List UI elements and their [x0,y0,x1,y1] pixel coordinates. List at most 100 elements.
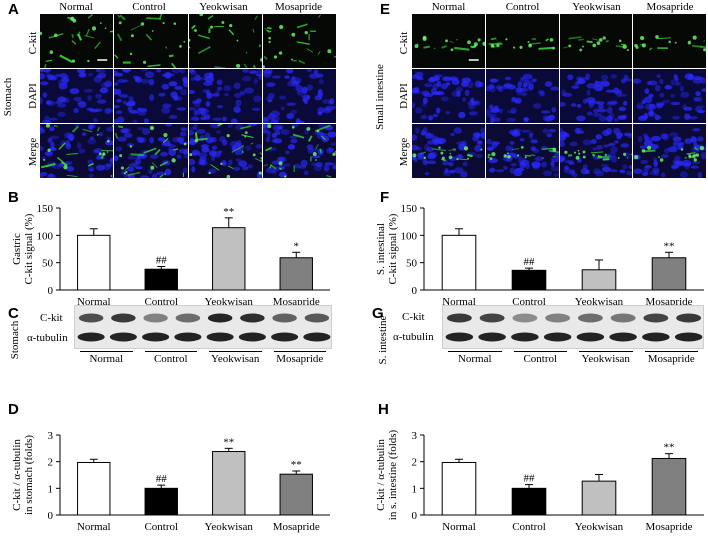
row-label-ckit: C-kit [398,31,410,55]
micrograph-texture [114,14,186,68]
y-tick-label: 1 [48,483,54,495]
tubulin-band [142,332,170,342]
wb-lane-label-normal: Normal [89,353,124,365]
wb-label-ckit: C-kit [402,311,425,323]
bar-yeokwisan [581,480,617,516]
tubulin-band [206,332,234,342]
micrograph-texture [634,35,706,52]
micrograph-texture [262,14,336,68]
y-tick-label: 0 [412,285,418,297]
dapi-image-control [114,69,188,123]
bar-normal [77,234,111,291]
tissue-label-stomach: Stomach [2,77,14,117]
micrograph-texture [559,73,632,123]
col-header-normal: Normal [59,1,93,13]
ckit-image-normal [40,14,114,68]
wb-lane-underline [448,351,502,352]
category-label-mosapride: Mosapride [645,521,692,533]
wb-lane-label-mosapride: Mosapride [647,353,695,365]
wb-label-ckit: C-kit [40,312,63,324]
y-tick-label: 150 [37,203,54,215]
ckit-band [175,313,201,323]
panel-label-c: C [8,305,19,322]
micrograph-texture [562,36,629,52]
significance-mark: ## [524,473,536,485]
western-blot-stomach [74,305,332,349]
ckit-band [240,313,265,323]
bar-control [511,269,547,291]
wb-lane-underline [513,351,567,352]
wb-lane-label-control: Control [153,353,188,365]
y-axis-label: S. intestinal [375,223,387,275]
row-label-ckit: C-kit [27,31,39,55]
category-label-normal: Normal [77,521,111,533]
significance-mark: ** [223,206,234,218]
significance-mark: ** [291,459,302,471]
bar-normal [441,234,477,291]
category-label-control: Control [512,521,546,533]
wb-lane-underline [209,351,262,352]
panel-label-a: A [8,1,19,18]
wb-lane-labels-intestine: Normal Control Yeokwisan Mosapride [442,350,704,366]
blot-bands [77,313,331,342]
bar-normal [441,461,477,516]
micrograph-texture [262,124,336,178]
ckit-image-control [485,14,559,68]
ckit-image-control [114,14,188,68]
merge-image-mosapride [262,124,336,178]
wb-label-alpha-tubulin: α-tubulin [393,331,434,343]
micrograph-texture [486,128,559,177]
panel-label-e: E [380,1,391,18]
micrograph-texture [40,69,114,123]
micrograph-texture [412,127,485,178]
col-header-yeokwisan: Yeokwisan [199,1,248,13]
tubulin-band [674,332,703,342]
merge-image-yeokwisan [188,124,262,178]
y-tick-label: 3 [48,430,54,442]
wb-lane-label-mosapride: Mosapride [276,353,324,365]
row-label-dapi: DAPI [398,83,410,109]
bar-mosapride [651,457,687,516]
col-header-control: Control [505,1,540,13]
y-axis-label: C-kit signal (%) [387,213,399,284]
bar-control [511,487,547,516]
dapi-image-mosapride [633,69,706,123]
tubulin-band [303,332,331,342]
category-label-yeokwisan: Yeokwisan [575,521,624,533]
row-label-dapi: DAPI [27,83,39,109]
significance-mark: ** [223,436,234,448]
row-label-merge: Merge [27,137,39,167]
tubulin-band [511,332,539,342]
y-tick-label: 50 [42,258,54,270]
merge-image-control [485,124,559,178]
stomach-image-grid [40,14,336,178]
wb-lane-underline [144,351,197,352]
wb-tissue-label-stomach: Stomach [9,320,21,360]
merge-image-mosapride [633,124,706,178]
micrograph-texture [633,128,706,178]
ckit-image-yeokwisan [188,14,262,68]
ckit-band [446,313,472,323]
y-axis-label: C-kit / α-tubulin [375,439,387,511]
y-axis-label: C-kit signal (%) [23,213,35,284]
micrograph-texture [262,69,336,123]
tubulin-band [445,332,474,342]
row-label-merge: Merge [398,137,410,167]
micrograph-texture [40,124,114,178]
tubulin-band [238,332,266,342]
ckit-band [577,313,603,323]
col-header-control: Control [132,1,166,13]
ckit-image-mosapride [633,14,706,68]
y-tick-label: 100 [37,230,54,242]
tubulin-band [543,332,572,342]
wb-lane-underline [80,351,133,352]
ckit-band [111,313,136,323]
y-tick-label: 0 [48,510,54,522]
dapi-image-normal [412,69,485,123]
y-tick-label: 50 [406,258,418,270]
y-axis-label: C-kit / α-tubulin [11,439,23,511]
ckit-band [479,313,505,323]
panel-label-f: F [380,189,390,206]
